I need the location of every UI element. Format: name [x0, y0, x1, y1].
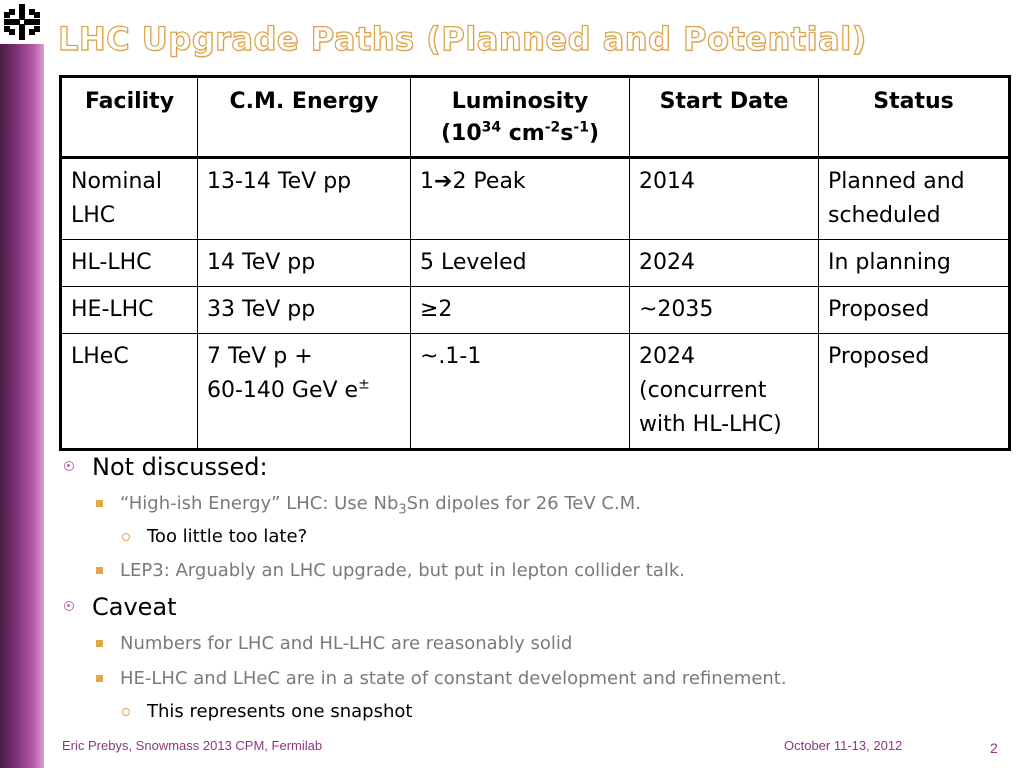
bullet-level2: Numbers for LHC and HL-LHC are reasonabl… — [60, 626, 1000, 661]
header-luminosity-exp1: 34 — [481, 119, 502, 136]
bullet-text: Too little too late? — [147, 526, 308, 547]
cell-luminosity: 1➔2 Peak — [410, 157, 630, 240]
bullet-level2: HE-LHC and LHeC are in a state of consta… — [60, 661, 1000, 696]
header-facility: Facility — [60, 76, 198, 159]
cell-start-date: 2024 (concurrent with HL-LHC) — [629, 333, 819, 450]
square-bullet-icon — [96, 500, 103, 507]
bullet-text: Numbers for LHC and HL-LHC are reasonabl… — [120, 633, 573, 654]
cell-start-date: ~2035 — [629, 286, 819, 334]
bullet-level2: LEP3: Arguably an LHC upgrade, but put i… — [60, 553, 1000, 588]
header-luminosity: Luminosity (1034 cm-2s-1) — [410, 76, 630, 159]
arrow-right-icon: ➔ — [434, 169, 453, 194]
cell-energy: 13-14 TeV pp — [197, 157, 411, 240]
header-luminosity-exp2: -2 — [544, 119, 561, 136]
table-header-row: Facility C.M. Energy Luminosity (1034 cm… — [60, 76, 1010, 159]
cell-start-date: 2024 — [629, 239, 819, 287]
bullet-text: This represents one snapshot — [147, 701, 413, 722]
header-luminosity-unit2: s — [560, 121, 574, 146]
table-row: Nominal LHC 13-14 TeV pp 1➔2 Peak 2014 P… — [60, 157, 1010, 240]
bullet-level1: Not discussed: — [60, 448, 1000, 486]
cell-facility: HE-LHC — [60, 286, 198, 334]
bullet-level1: Caveat — [60, 588, 1000, 626]
ring-bullet-icon — [122, 533, 130, 541]
header-status: Status — [818, 76, 1010, 159]
cell-luminosity: ~.1-1 — [410, 333, 630, 450]
upgrade-table: Facility C.M. Energy Luminosity (1034 cm… — [59, 75, 1011, 451]
square-bullet-icon — [96, 640, 103, 647]
cell-start-line3: with HL-LHC) — [639, 412, 782, 437]
cell-luminosity: ≥2 — [410, 286, 630, 334]
cell-status: Proposed — [818, 333, 1010, 450]
footer-author: Eric Prebys, Snowmass 2013 CPM, Fermilab — [62, 738, 323, 753]
cell-energy: 7 TeV p + 60-140 GeV e± — [197, 333, 411, 450]
cell-start-line1: 2024 — [639, 344, 695, 369]
header-start-date: Start Date — [629, 76, 819, 159]
cell-luminosity: 5 Leveled — [410, 239, 630, 287]
page-number: 2 — [990, 740, 998, 756]
cell-luminosity-b: 2 Peak — [452, 169, 526, 194]
cell-status: Proposed — [818, 286, 1010, 334]
cell-facility: LHeC — [60, 333, 198, 450]
circle-bullet-icon — [64, 601, 74, 611]
cell-energy-line2: 60-140 GeV e — [207, 378, 359, 403]
ring-bullet-icon — [122, 708, 130, 716]
header-energy: C.M. Energy — [197, 76, 411, 159]
square-bullet-icon — [96, 567, 103, 574]
cell-facility: HL-LHC — [60, 239, 198, 287]
bullet-level2: “High-ish Energy” LHC: Use Nb3Sn dipoles… — [60, 486, 1000, 521]
table-row: HL-LHC 14 TeV pp 5 Leveled 2024 In plann… — [60, 239, 1010, 287]
cell-energy: 14 TeV pp — [197, 239, 411, 287]
side-bar — [0, 0, 44, 768]
bullet-text: LEP3: Arguably an LHC upgrade, but put i… — [120, 560, 686, 581]
cell-start-line2: (concurrent — [639, 378, 767, 403]
cell-energy-line1: 7 TeV p + — [207, 344, 313, 369]
table-row: HE-LHC 33 TeV pp ≥2 ~2035 Proposed — [60, 286, 1010, 334]
slide-title: LHC Upgrade Paths (Planned and Potential… — [57, 19, 867, 58]
cell-status: Planned and scheduled — [818, 157, 1010, 240]
footer-date: October 11-13, 2012 — [784, 738, 903, 753]
table-row: LHeC 7 TeV p + 60-140 GeV e± ~.1-1 2024 (c… — [60, 333, 1010, 450]
bullet-text-subscript: 3 — [398, 502, 407, 518]
square-bullet-icon — [96, 675, 103, 682]
bullet-text: Caveat — [92, 593, 177, 621]
fermilab-logo-icon — [0, 0, 44, 44]
header-luminosity-label: Luminosity — [451, 89, 589, 114]
bullet-list: Not discussed: “High-ish Energy” LHC: Us… — [60, 448, 1000, 728]
cell-luminosity-a: 1 — [420, 169, 434, 194]
header-luminosity-exp3: -1 — [573, 119, 589, 136]
cell-start-date: 2014 — [629, 157, 819, 240]
bullet-text: HE-LHC and LHeC are in a state of consta… — [120, 668, 787, 689]
cell-energy: 33 TeV pp — [197, 286, 411, 334]
circle-bullet-icon — [64, 461, 74, 471]
header-luminosity-open: (10 — [440, 121, 482, 146]
bullet-text: Not discussed: — [92, 453, 268, 481]
cell-facility: Nominal LHC — [60, 157, 198, 240]
bullet-text-b: Sn dipoles for 26 TeV C.M. — [406, 493, 641, 514]
cell-energy-sup: ± — [358, 376, 370, 393]
bullet-text-a: “High-ish Energy” LHC: Use Nb — [120, 493, 399, 514]
header-luminosity-close: ) — [588, 121, 600, 146]
bullet-level3: This represents one snapshot — [60, 696, 1000, 728]
header-luminosity-unit1: cm — [501, 121, 545, 146]
bullet-level3: Too little too late? — [60, 521, 1000, 553]
cell-status: In planning — [818, 239, 1010, 287]
